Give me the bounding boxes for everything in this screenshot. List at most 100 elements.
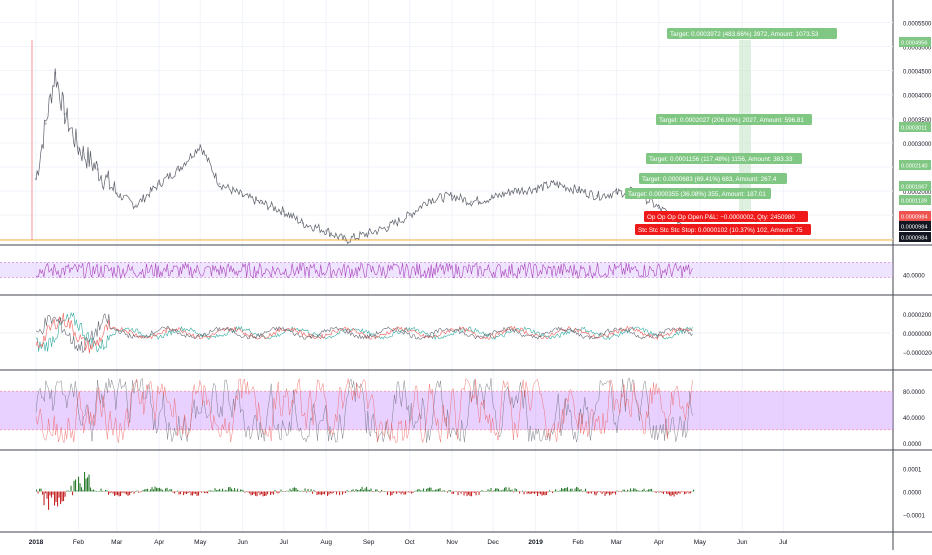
hist-bar [259,491,261,496]
hist-bar [151,487,153,492]
price-data-point[interactable] [491,196,495,200]
price-badge-bg [899,37,931,47]
price-data-point[interactable] [511,189,514,193]
hist-bar [652,490,654,492]
hist-bar [664,491,666,492]
price-data-point[interactable] [534,187,537,190]
hist-bar [465,491,467,493]
price-data-point[interactable] [553,182,556,186]
price-data-point[interactable] [427,198,431,201]
price-data-point[interactable] [157,182,161,186]
hist-bar [385,491,387,492]
hist-bar [237,488,239,492]
hist-bar [594,491,596,495]
price-data-point[interactable] [77,146,80,149]
hist-bar [40,488,42,492]
hist-bar [648,489,650,492]
hist-bar [420,490,422,492]
hist-bar [582,491,584,493]
price-data-point[interactable] [470,200,473,203]
hist-bar [661,491,663,493]
hist-bar [217,489,219,492]
price-data-point[interactable] [615,191,618,195]
price-data-point[interactable] [282,210,285,213]
price-data-point[interactable] [34,177,38,181]
hist-bar [121,491,123,494]
hist-bar [82,490,84,492]
hist-bar [94,490,96,492]
hist-bar [268,491,270,492]
time-axis-tick: Aug [320,539,332,546]
hist-bar [508,487,510,492]
hist-bar [115,491,117,496]
hist-bar [262,491,264,497]
hist-bar [159,487,161,492]
hist-bar [222,488,224,492]
hist-bar [55,491,57,502]
price-data-point[interactable] [241,194,244,198]
price-data-point[interactable] [177,168,180,171]
price-data-point[interactable] [324,229,328,232]
annotation-label: Target: 0.0000355 (36.08%) 355, Amount: … [628,191,766,198]
price-data-point[interactable] [657,206,660,210]
hist-bar [288,490,290,492]
hist-bar [135,491,137,492]
price-data-point[interactable] [134,204,138,207]
hist-bar [355,489,357,492]
annotation-label-bg[interactable] [639,173,787,184]
price-data-point[interactable] [199,144,202,147]
hist-bar [243,490,245,492]
price-data-point[interactable] [386,225,389,229]
price-data-point[interactable] [96,168,99,171]
price-data-point[interactable] [260,201,264,205]
annotation-label-bg[interactable] [625,188,771,199]
hist-bar [289,488,291,492]
price-data-point[interactable] [576,188,580,192]
hist-bar [397,491,399,493]
hist-bar [553,491,555,492]
annotation-label-bg[interactable] [644,211,808,222]
price-data-point[interactable] [44,122,47,125]
hist-bar [81,487,83,492]
hist-bar [346,490,348,492]
hist-bar [150,489,152,492]
price-data-point[interactable] [301,222,305,225]
hist-bar [628,490,630,492]
hist-bar [172,491,174,493]
price-data-point[interactable] [595,194,599,198]
price-data-point[interactable] [53,71,57,75]
price-data-point[interactable] [63,112,66,116]
hist-bar [432,490,434,492]
annotation-label-bg[interactable] [656,114,812,125]
hist-bar [294,487,296,492]
price-data-point[interactable] [115,192,118,195]
hist-bar [298,490,300,492]
hist-bar [616,490,618,492]
annotation-label-bg[interactable] [646,153,802,164]
hist-bar [522,490,524,492]
price-data-point[interactable] [367,232,370,235]
hist-bar [442,490,444,492]
hist-bar [436,489,438,492]
price-data-point[interactable] [450,194,454,198]
hist-bar [67,490,69,492]
hist-bar [358,490,360,492]
annotation-label: Target: 0.0002027 (206.00%) 2027, Amount… [659,117,804,124]
price-data-point[interactable] [408,213,411,217]
hist-bar [133,491,135,494]
hist-bar [510,490,512,492]
hist-bar [334,491,336,492]
hist-bar [486,491,488,492]
hist-bar [684,491,686,495]
price-axis-tick: 0.0004500 [903,70,932,76]
annotation-label-bg[interactable] [667,28,837,39]
hist-bar [292,487,294,492]
price-data-point[interactable] [218,182,221,186]
rsi-axis-tick: 40.0000 [903,274,925,280]
annotation-label-bg[interactable] [635,224,811,235]
hist-bar [249,491,251,494]
hist-bar [672,491,674,495]
hist-bar [607,491,609,494]
hist-bar [45,491,47,494]
